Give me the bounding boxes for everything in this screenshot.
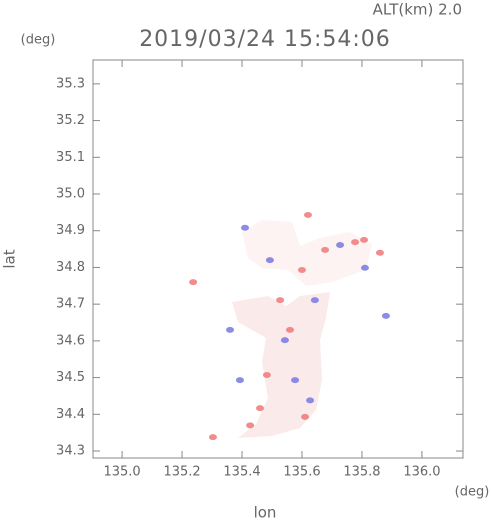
echo-point (310, 297, 319, 304)
echo-point (256, 405, 265, 412)
x-tick-label: 135.4 (223, 465, 260, 480)
echo-point (226, 326, 235, 333)
echo-point (297, 267, 306, 274)
y-axis-label: lat (1, 249, 19, 268)
x-tick-label: 135.0 (103, 465, 140, 480)
y-tick-label: 35.2 (56, 113, 85, 128)
echo-region (242, 220, 372, 286)
chart-title: 2019/03/24 15:54:06 (139, 27, 391, 52)
echo-point (285, 326, 294, 333)
echo-point (291, 377, 300, 384)
altitude: ALT(km) 2.0 (373, 1, 462, 19)
echo-point (246, 422, 255, 429)
x-unit: (deg) (455, 485, 490, 500)
x-tick-label: 135.8 (343, 465, 380, 480)
echo-point (262, 372, 271, 379)
y-tick-label: 34.7 (56, 297, 85, 312)
echo-point (300, 413, 309, 420)
echo-point (303, 211, 312, 218)
echo-point (336, 242, 345, 249)
y-tick-label: 34.8 (56, 260, 85, 275)
echo-point (189, 279, 198, 286)
y-tick-label: 34.3 (56, 444, 85, 459)
y-tick-label: 35.1 (56, 150, 85, 165)
echo-point (360, 236, 369, 243)
echo-region (232, 292, 330, 438)
y-tick-label: 34.5 (56, 370, 85, 385)
echo-point (351, 239, 360, 246)
y-tick-label: 34.9 (56, 223, 85, 238)
echo-point (306, 397, 315, 404)
y-tick-label: 34.6 (56, 333, 85, 348)
echo-point (276, 297, 285, 304)
echo-point (235, 377, 244, 384)
y-tick-label: 35.0 (56, 187, 85, 202)
x-tick-label: 136.0 (403, 465, 440, 480)
y-tick-label: 35.3 (56, 76, 85, 91)
echo-point (375, 249, 384, 256)
echo-point (381, 312, 390, 319)
x-axis-label: lon (254, 504, 277, 522)
echo-point (241, 224, 250, 231)
x-tick-label: 135.2 (163, 465, 200, 480)
y-unit: (deg) (21, 33, 56, 48)
echo-point (208, 434, 217, 441)
echo-point (360, 264, 369, 271)
x-tick-label: 135.6 (283, 465, 320, 480)
y-tick-label: 34.4 (56, 407, 85, 422)
plot-frame (92, 59, 464, 459)
echo-point (321, 246, 330, 253)
echo-point (265, 257, 274, 264)
echo-point (280, 337, 289, 344)
